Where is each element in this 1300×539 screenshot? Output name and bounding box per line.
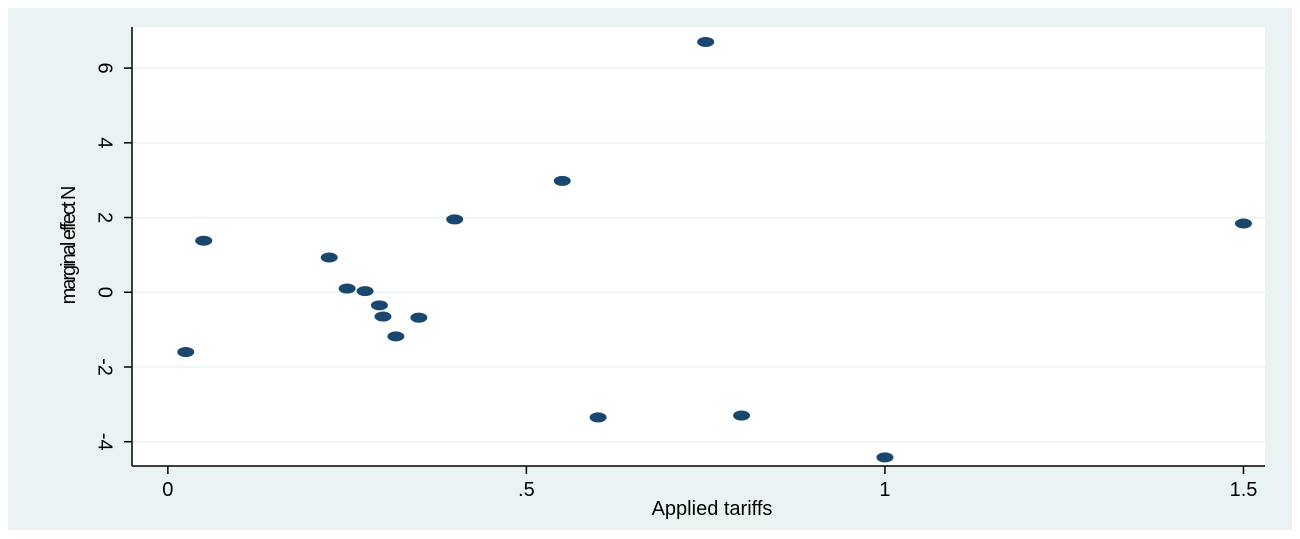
data-point: [733, 410, 751, 421]
data-point: [446, 214, 464, 225]
data-point: [370, 300, 388, 311]
y-tick-label: -2: [94, 358, 116, 376]
y-tick-label: 4: [94, 137, 116, 148]
y-tick-label: 0: [94, 287, 116, 298]
data-point: [876, 452, 894, 463]
data-point: [356, 286, 374, 297]
x-tick-label: 1.5: [1230, 479, 1258, 501]
data-point: [697, 36, 715, 47]
x-tick-label: 1: [879, 479, 890, 501]
data-point: [589, 412, 607, 423]
plot-area: [132, 27, 1265, 466]
data-points: [177, 36, 1252, 463]
scatter-chart: -4 -2 0 2 4 6 0 .5 1 1.5 Applied tariffs marginal…: [58, 27, 1265, 520]
data-point: [387, 331, 405, 342]
data-point: [338, 283, 356, 294]
data-point: [320, 252, 338, 263]
data-point: [1234, 218, 1252, 229]
y-tick-label: 6: [94, 63, 116, 74]
y-tick-label: 2: [94, 212, 116, 223]
data-point: [553, 175, 571, 186]
data-point: [177, 347, 195, 358]
data-point: [410, 312, 428, 323]
x-tick-label: .5: [518, 479, 535, 501]
y-tick-label: -4: [94, 433, 116, 451]
data-point: [374, 311, 392, 322]
gridlines: [132, 67, 1265, 443]
x-axis-title: Applied tariffs: [652, 498, 773, 520]
x-tick-label: 0: [162, 479, 173, 501]
data-point: [195, 235, 213, 246]
chart-frame: -4 -2 0 2 4 6 0 .5 1 1.5 Applied tariffs marginal…: [8, 8, 1292, 530]
axis-ticks: -4 -2 0 2 4 6 0 .5 1 1.5: [94, 63, 1258, 501]
y-axis-title: marginal effect N: [58, 187, 80, 304]
